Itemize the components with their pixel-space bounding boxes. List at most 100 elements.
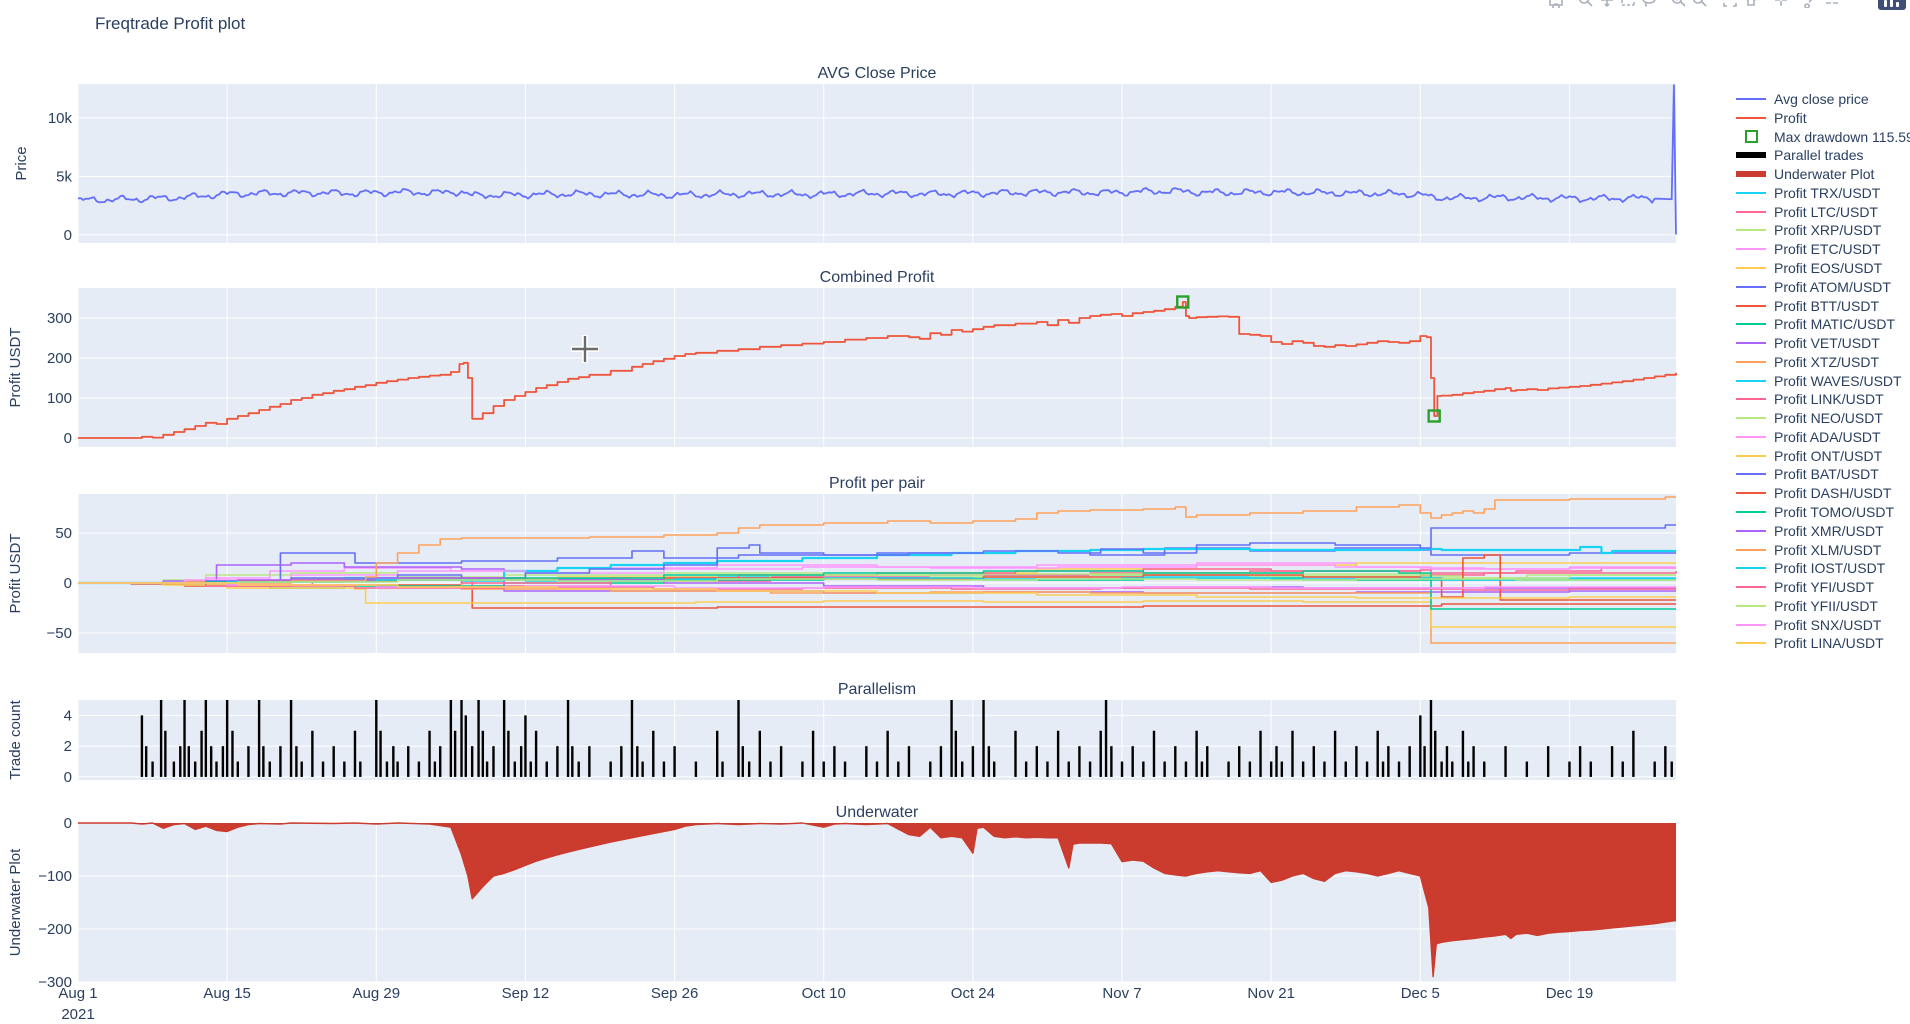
parallel-trades-bar (1387, 746, 1390, 777)
parallel-trades-bar (929, 761, 932, 777)
parallel-trades-bar (1088, 761, 1092, 777)
parallel-trades-bar (200, 730, 203, 777)
parallel-trades-bar (343, 761, 346, 777)
legend-item-parallel-trades[interactable]: Parallel trades (1736, 146, 1864, 164)
parallel-trades-bar (769, 761, 772, 777)
legend-item-profit-etc-usdt[interactable]: Profit ETC/USDT (1736, 240, 1881, 258)
modebar-hover-closest-icon[interactable] (1803, 0, 1819, 9)
parallel-trades-bar (485, 761, 489, 777)
parallel-trades-bar (1670, 761, 1673, 777)
parallel-trades-bar (1184, 761, 1188, 777)
parallel-trades-bar (1333, 730, 1337, 777)
legend-item-profit-link-usdt[interactable]: Profit LINK/USDT (1736, 390, 1884, 408)
legend-label: Profit NEO/USDT (1774, 410, 1883, 427)
y-axis-title-profit-usdt: Profit USDT (7, 327, 24, 407)
modebar-zoom-in-icon[interactable] (1671, 0, 1687, 8)
parallel-trades-bar (529, 761, 532, 777)
legend-label: Profit LTC/USDT (1774, 203, 1878, 220)
parallel-trades-bar (417, 761, 421, 777)
parallel-trades-bar (1174, 746, 1177, 777)
legend-item-underwater-plot[interactable]: Underwater Plot (1736, 165, 1874, 183)
legend-swatch-icon (1736, 191, 1766, 194)
legend-item-profit-xlm-usdt[interactable]: Profit XLM/USDT (1736, 541, 1881, 559)
legend-item-profit-vet-usdt[interactable]: Profit VET/USDT (1736, 334, 1880, 352)
legend-item-profit[interactable]: Profit (1736, 109, 1807, 127)
parallel-trades-bar (231, 730, 234, 777)
parallel-trades-bar (172, 761, 176, 777)
legend-swatch-icon (1736, 360, 1766, 363)
parallel-trades-bar (954, 730, 958, 777)
legend-item-profit-yfi-usdt[interactable]: Profit YFI/USDT (1736, 578, 1874, 596)
legend-label: Profit XLM/USDT (1774, 541, 1882, 558)
legend-item-profit-tomo-usdt[interactable]: Profit TOMO/USDT (1736, 503, 1894, 521)
legend-item-profit-yfii-usdt[interactable]: Profit YFII/USDT (1736, 597, 1878, 615)
legend-item-profit-ada-usdt[interactable]: Profit ADA/USDT (1736, 428, 1881, 446)
legend-label: Profit XMR/USDT (1774, 522, 1884, 539)
legend-swatch-icon (1736, 152, 1766, 159)
legend-item-profit-eos-usdt[interactable]: Profit EOS/USDT (1736, 259, 1882, 277)
modebar-zoom-out-icon[interactable] (1692, 0, 1708, 8)
modebar-box-select-icon[interactable] (1620, 0, 1636, 8)
legend-item-profit-bat-usdt[interactable]: Profit BAT/USDT (1736, 465, 1879, 483)
modebar-zoom-icon[interactable] (1578, 0, 1594, 8)
parallel-trades-bar (524, 715, 527, 777)
legend-item-profit-dash-usdt[interactable]: Profit DASH/USDT (1736, 484, 1891, 502)
legend-item-profit-xtz-usdt[interactable]: Profit XTZ/USDT (1736, 353, 1879, 371)
parallel-trades-bar (630, 700, 634, 777)
plot-area-avg-close-price[interactable] (78, 84, 1676, 243)
parallel-trades-bar (971, 746, 975, 777)
series-profit-xlm-usdt (78, 496, 1676, 584)
parallel-trades-bar (407, 746, 410, 777)
legend-item-profit-matic-usdt[interactable]: Profit MATIC/USDT (1736, 315, 1895, 333)
modebar-reset-axes-icon[interactable] (1743, 0, 1759, 8)
parallel-trades-bar (1312, 746, 1315, 777)
parallel-trades-bar (822, 761, 825, 777)
subplot-title-combined-profit: Combined Profit (820, 269, 935, 286)
modebar-lasso-select-icon[interactable] (1641, 0, 1657, 8)
parallel-trades-bar (741, 746, 744, 777)
series-avg-close-price (77, 84, 1677, 235)
legend-item-profit-neo-usdt[interactable]: Profit NEO/USDT (1736, 409, 1883, 427)
parallel-trades-bar (636, 746, 639, 777)
legend-item-profit-ltc-usdt[interactable]: Profit LTC/USDT (1736, 203, 1878, 221)
legend-label: Avg close price (1774, 91, 1869, 107)
plotly-logo[interactable] (1878, 0, 1906, 10)
parallel-trades-bar (392, 746, 395, 777)
modebar-toggle-spikelines-icon[interactable] (1773, 0, 1789, 8)
legend-swatch-icon (1736, 229, 1766, 232)
parallel-trades-bar (865, 746, 868, 777)
legend-item-max-drawdown-115-59[interactable]: Max drawdown 115.59% (1736, 128, 1910, 146)
parallel-trades-bar (164, 730, 167, 777)
parallel-trades-bar (1434, 730, 1437, 777)
parallel-trades-bar (1504, 746, 1507, 777)
legend-label: Profit WAVES/USDT (1774, 372, 1902, 389)
legend-swatch-icon (1736, 379, 1766, 382)
legend-swatch-icon (1736, 473, 1766, 476)
series-profit-lina-usdt (78, 582, 1676, 599)
y-axis-title-price: Price (13, 146, 30, 180)
legend-item-profit-waves-usdt[interactable]: Profit WAVES/USDT (1736, 372, 1902, 390)
legend-label: Profit IOST/USDT (1774, 560, 1886, 577)
plot-area-combined-profit[interactable] (78, 288, 1676, 447)
legend-item-profit-trx-usdt[interactable]: Profit TRX/USDT (1736, 184, 1880, 202)
legend-item-avg-close-price[interactable]: Avg close price (1736, 90, 1869, 108)
y-tick-label: 0 (64, 227, 72, 244)
legend-item-profit-xmr-usdt[interactable]: Profit XMR/USDT (1736, 522, 1884, 540)
legend-item-profit-atom-usdt[interactable]: Profit ATOM/USDT (1736, 278, 1891, 296)
legend-item-profit-btt-usdt[interactable]: Profit BTT/USDT (1736, 297, 1879, 315)
legend-item-profit-lina-usdt[interactable]: Profit LINA/USDT (1736, 634, 1884, 652)
legend-item-profit-ont-usdt[interactable]: Profit ONT/USDT (1736, 447, 1882, 465)
legend-item-profit-snx-usdt[interactable]: Profit SNX/USDT (1736, 616, 1881, 634)
parallel-trades-bar (1589, 761, 1592, 777)
legend-item-profit-iost-usdt[interactable]: Profit IOST/USDT (1736, 559, 1885, 577)
y-tick-label: 100 (47, 390, 72, 407)
parallel-trades-bar (321, 761, 325, 777)
parallel-trades-bar (1365, 761, 1369, 777)
parallel-trades-bar (1056, 730, 1060, 777)
series-underwater-plot (78, 822, 1677, 978)
y-tick-label: −200 (38, 921, 72, 938)
parallel-trades-bar (694, 761, 698, 777)
legend-item-profit-xrp-usdt[interactable]: Profit XRP/USDT (1736, 221, 1881, 239)
parallel-trades-bar (641, 761, 644, 777)
